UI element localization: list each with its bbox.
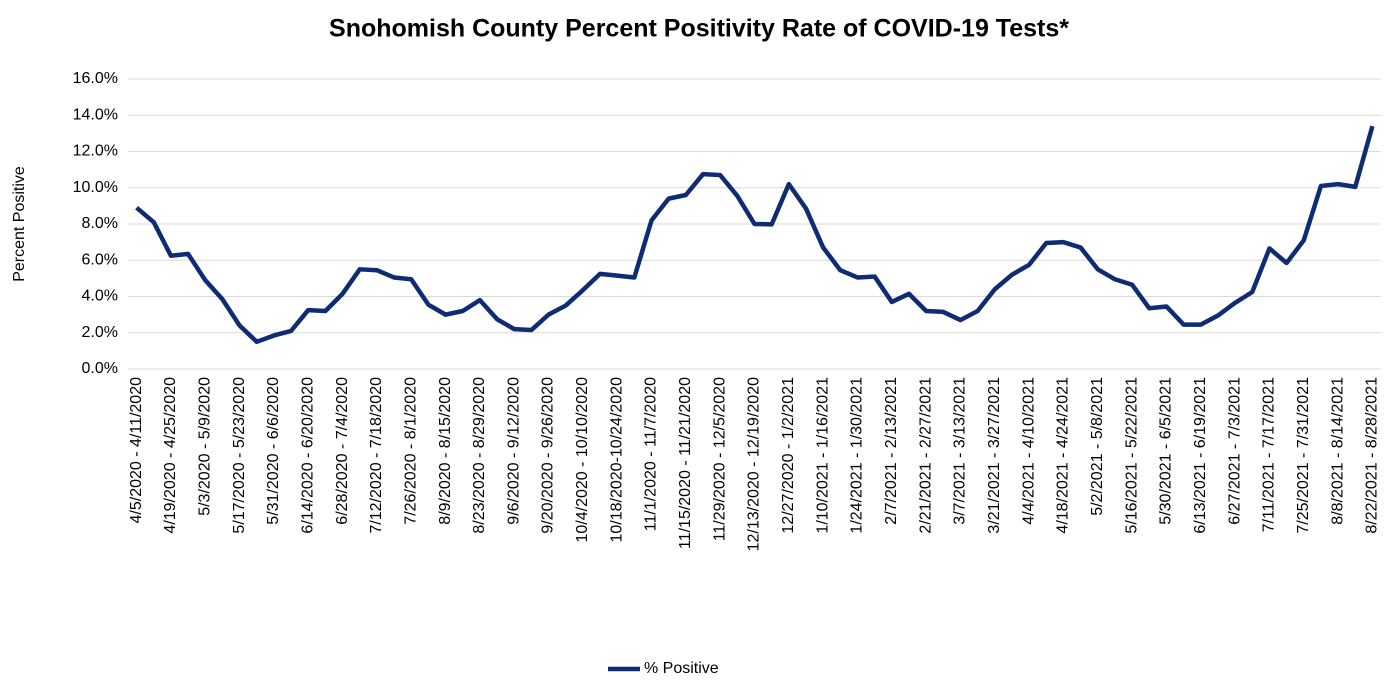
x-tick-label: 12/27/2020 - 1/2/2021 (780, 377, 797, 534)
x-tick-label: 6/13/2021 - 6/19/2021 (1192, 377, 1209, 534)
x-tick-label: 5/31/2020 - 6/6/2020 (265, 377, 282, 525)
x-tick-label: 8/23/2020 - 8/29/2020 (471, 377, 488, 534)
x-tick-label: 5/2/2021 - 5/8/2021 (1089, 377, 1106, 516)
legend-label: % Positive (644, 660, 719, 677)
x-tick-label: 7/11/2021 - 7/17/2021 (1261, 377, 1278, 532)
x-tick-label: 3/21/2021 - 3/27/2021 (986, 377, 1003, 534)
x-tick-label: 4/19/2020 - 4/25/2020 (162, 377, 179, 534)
y-tick-label: 8.0% (82, 215, 118, 232)
x-tick-label: 6/28/2020 - 7/4/2020 (334, 377, 351, 525)
y-tick-label: 0.0% (82, 360, 118, 377)
y-axis-title: Percent Positive (11, 166, 28, 282)
x-tick-label: 8/22/2021 - 8/28/2021 (1364, 377, 1381, 534)
x-tick-label: 7/12/2020 - 7/18/2020 (368, 377, 385, 534)
x-tick-label: 11/1/2020 - 11/7/2020 (643, 377, 660, 531)
y-tick-label: 16.0% (73, 70, 118, 87)
x-tick-label: 3/7/2021 - 3/13/2021 (952, 377, 969, 525)
x-tick-label: 6/14/2020 - 6/20/2020 (299, 377, 316, 534)
x-tick-label: 1/24/2021 - 1/30/2021 (849, 377, 866, 534)
x-tick-label: 6/27/2021 - 7/3/2021 (1226, 377, 1243, 525)
x-tick-label: 5/16/2021 - 5/22/2021 (1123, 377, 1140, 534)
y-tick-label: 10.0% (73, 179, 118, 196)
x-tick-label: 4/5/2020 - 4/11/2020 (128, 377, 145, 524)
y-tick-label: 14.0% (73, 106, 118, 123)
x-tick-label: 11/15/2020 - 11/21/2020 (677, 377, 694, 549)
x-tick-label: 9/6/2020 - 9/12/2020 (505, 377, 522, 525)
x-tick-label: 8/9/2020 - 8/15/2020 (437, 377, 454, 525)
chart-title: Snohomish County Percent Positivity Rate… (329, 15, 1069, 43)
x-tick-label: 5/17/2020 - 5/23/2020 (231, 377, 248, 534)
data-line (135, 125, 1375, 345)
x-tick-label: 11/29/2020 - 12/5/2020 (711, 377, 728, 541)
x-tick-label: 9/20/2020 - 9/26/2020 (540, 377, 557, 534)
x-tick-label: 1/10/2021 - 1/16/2021 (814, 377, 831, 534)
x-tick-label: 2/21/2021 - 2/27/2021 (917, 377, 934, 534)
x-tick-label: 7/26/2020 - 8/1/2020 (402, 377, 419, 525)
x-tick-label: 7/25/2021 - 7/31/2021 (1295, 377, 1312, 534)
y-tick-label: 2.0% (82, 324, 118, 341)
x-tick-label: 5/3/2020 - 5/9/2020 (196, 377, 213, 516)
x-tick-label: 12/13/2020 - 12/19/2020 (746, 377, 763, 551)
x-tick-label: 5/30/2021 - 6/5/2021 (1158, 377, 1175, 525)
x-tick-label: 4/4/2021 - 4/10/2021 (1020, 377, 1037, 525)
y-tick-label: 4.0% (82, 288, 118, 305)
x-tick-label: 10/4/2020 - 10/10/2020 (574, 377, 591, 543)
y-tick-label: 6.0% (82, 251, 118, 268)
x-tick-label: 8/8/2021 - 8/14/2021 (1329, 377, 1346, 525)
x-tick-label: 2/7/2021 - 2/13/2021 (883, 377, 900, 525)
y-tick-label: 12.0% (73, 143, 118, 160)
x-tick-label: 10/18/2020-10/24/2020 (608, 377, 625, 543)
x-tick-label: 4/18/2021 - 4/24/2021 (1055, 377, 1072, 534)
